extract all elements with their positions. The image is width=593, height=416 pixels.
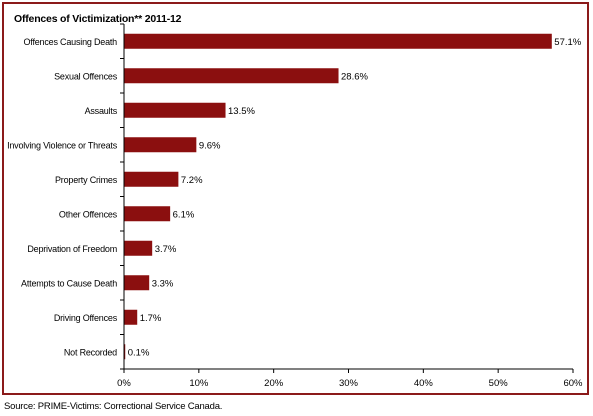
chart-frame: Offences of Victimization** 2011-12: [2, 2, 589, 395]
bar: [124, 206, 171, 222]
x-tick-label: 40%: [414, 378, 434, 389]
source-note: Source: PRIME-Victims: Correctional Serv…: [4, 401, 223, 412]
category-label: Other Offences: [59, 209, 118, 219]
bar: [124, 171, 179, 187]
bar: [124, 68, 339, 84]
category-label: Sexual Offences: [54, 71, 118, 81]
value-label: 3.3%: [152, 278, 174, 289]
value-label: 0.1%: [128, 347, 150, 358]
value-label: 9.6%: [199, 140, 221, 151]
bar: [124, 33, 552, 49]
chart-title: Offences of Victimization** 2011-12: [14, 13, 182, 25]
category-label: Driving Offences: [54, 313, 118, 323]
x-tick-label: 20%: [264, 378, 284, 389]
x-tick-label: 30%: [339, 378, 359, 389]
bar: [124, 275, 150, 291]
chart-axes: [120, 23, 574, 373]
bar: [124, 102, 226, 118]
category-label: Involving Violence or Threats: [7, 140, 118, 150]
category-label: Offences Causing Death: [24, 37, 118, 47]
value-label: 1.7%: [140, 313, 162, 324]
x-tick-label: 0%: [117, 378, 131, 389]
bar: [124, 137, 197, 153]
value-label: 6.1%: [173, 209, 195, 220]
x-tick-label: 10%: [189, 378, 209, 389]
category-label: Assaults: [85, 106, 118, 116]
bar: [124, 240, 153, 256]
bar: [124, 309, 138, 325]
x-tick-label: 50%: [489, 378, 509, 389]
category-label: Attempts to Cause Death: [21, 278, 117, 288]
bar: [124, 344, 126, 360]
category-label: Deprivation of Freedom: [27, 244, 117, 254]
value-label: 3.7%: [155, 244, 177, 255]
value-label: 7.2%: [181, 175, 203, 186]
value-label: 28.6%: [341, 71, 368, 82]
value-label: 13.5%: [228, 106, 255, 117]
chart-bars: [124, 33, 552, 360]
x-tick-label: 60%: [563, 378, 583, 389]
value-label: 57.1%: [554, 37, 581, 48]
category-label: Not Recorded: [64, 347, 117, 357]
category-label: Property Crimes: [55, 175, 118, 185]
chart-labels: 0% 10% 20% 30% 40% 50% 60% Offences Causing Dea…: [7, 37, 583, 389]
